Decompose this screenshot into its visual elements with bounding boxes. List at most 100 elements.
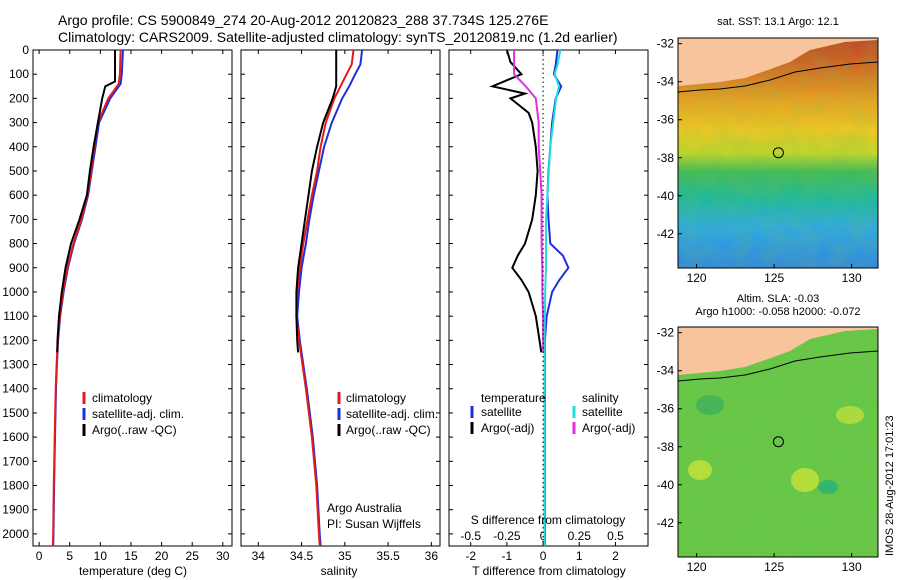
depth-tick-label: 400 bbox=[9, 140, 29, 154]
sla-map-subtitle: Argo h1000: -0.058 h2000: -0.072 bbox=[695, 306, 860, 318]
legend-label-t-argo: Argo(-adj) bbox=[481, 421, 534, 435]
x-tick-label: -1 bbox=[502, 549, 513, 563]
x-tick-label: 2 bbox=[612, 549, 619, 563]
x-tick-label: 0 bbox=[540, 549, 547, 563]
series-climatology bbox=[295, 49, 355, 547]
depth-tick-label: 700 bbox=[9, 212, 29, 226]
s-diff-tick-label: -0.5 bbox=[460, 529, 481, 543]
depth-tick-label: 0 bbox=[22, 43, 29, 57]
legend-title-salinity: salinity bbox=[582, 391, 619, 405]
depth-tick-label: 2000 bbox=[2, 527, 29, 541]
sla-land bbox=[678, 327, 878, 375]
argo-location-marker bbox=[772, 436, 784, 448]
sst-map-frame bbox=[677, 37, 879, 269]
sla-anomaly-high bbox=[791, 468, 819, 492]
depth-tick-label: 300 bbox=[9, 116, 29, 130]
map-y-tick-label: -32 bbox=[657, 37, 675, 51]
argo-location-marker bbox=[772, 147, 784, 159]
sla-anomaly-high bbox=[688, 460, 712, 480]
depth-tick-label: 1100 bbox=[3, 309, 29, 323]
legend-title-temperature: temperature bbox=[481, 391, 546, 405]
x-tick-label: 34 bbox=[252, 549, 266, 563]
map-y-tick-label: -42 bbox=[657, 227, 675, 241]
series-s-satellite bbox=[543, 49, 562, 546]
sst-land bbox=[678, 38, 878, 86]
argo-australia-note: Argo Australia bbox=[327, 501, 402, 515]
depth-tick-label: 1700 bbox=[2, 454, 29, 468]
map-y-tick-label: -40 bbox=[657, 478, 675, 492]
x-tick-label: 10 bbox=[94, 549, 108, 563]
series-layer bbox=[51, 49, 570, 547]
temperature-panel bbox=[32, 49, 233, 547]
map-x-tick-label: 125 bbox=[764, 271, 784, 285]
sla-bathymetry-contour bbox=[678, 350, 878, 382]
sla-map-title: Altim. SLA: -0.03 bbox=[737, 293, 820, 305]
map-x-tick-label: 130 bbox=[842, 560, 862, 574]
sla-anomaly-low bbox=[818, 480, 838, 494]
series-s-argo-adj- bbox=[513, 50, 545, 353]
series-climatology bbox=[51, 49, 122, 547]
imos-timestamp: IMOS 28-Aug-2012 17:01:23 bbox=[884, 415, 896, 556]
sst-bathymetry-contour bbox=[678, 61, 878, 93]
depth-tick-label: 1300 bbox=[2, 358, 29, 372]
map-x-tick-label: 120 bbox=[687, 271, 707, 285]
t-difference-axis-label: T difference from climatology bbox=[472, 564, 626, 578]
map-y-tick-label: -36 bbox=[657, 113, 675, 127]
s-diff-tick-label: 0.5 bbox=[607, 529, 624, 543]
depth-axis: 0 100 200 300 400 500 600 700 800 900 1000 1100 1200… bbox=[2, 43, 648, 541]
map-y-tick-label: -32 bbox=[657, 326, 675, 340]
depth-tick-label: 900 bbox=[9, 261, 29, 275]
map-x-tick-label: 125 bbox=[764, 560, 784, 574]
legend-label-satellite: satellite-adj. clim. bbox=[92, 407, 184, 421]
salinity-axis-label: salinity bbox=[321, 564, 358, 578]
map-y-tick-label: -34 bbox=[657, 364, 675, 378]
legend-label-t-satellite: satellite bbox=[481, 405, 522, 419]
series-argo-raw-qc- bbox=[56, 50, 116, 353]
map-y-tick-label: -40 bbox=[657, 189, 675, 203]
x-tick-label: 35 bbox=[338, 549, 352, 563]
x-axes: 0 5 10 15 20 25 30 34 34.5 35 35.5 36 -2 -1 0 1 2 -0.5 -0.… bbox=[36, 50, 624, 563]
sst-map-title: sat. SST: 13.1 Argo: 12.1 bbox=[717, 16, 839, 28]
x-tick-label: 15 bbox=[124, 549, 138, 563]
series-t-argo-adj- bbox=[489, 49, 543, 353]
sla-map bbox=[678, 327, 878, 557]
map-y-tick-label: -38 bbox=[657, 440, 675, 454]
depth-tick-label: 1800 bbox=[2, 479, 29, 493]
pi-note: PI: Susan Wijffels bbox=[327, 517, 421, 531]
depth-tick-label: 1200 bbox=[2, 333, 29, 347]
temperature-legend: climatology satellite-adj. clim. Argo(..… bbox=[82, 391, 184, 437]
series-argo-raw-qc- bbox=[295, 50, 338, 353]
s-difference-axis-label: S difference from climatology bbox=[471, 513, 626, 527]
depth-tick-label: 1000 bbox=[2, 285, 29, 299]
title-line-2: Climatology: CARS2009. Satellite-adjuste… bbox=[58, 29, 618, 45]
depth-tick-label: 200 bbox=[9, 91, 29, 105]
x-tick-label: 36 bbox=[425, 549, 439, 563]
x-tick-label: 25 bbox=[186, 549, 200, 563]
s-diff-tick-label: -0.25 bbox=[493, 529, 521, 543]
x-tick-label: -2 bbox=[465, 549, 476, 563]
x-tick-label: 20 bbox=[155, 549, 169, 563]
x-tick-label: 35.5 bbox=[376, 549, 400, 563]
difference-legend: temperature salinity satellite Argo(-adj… bbox=[470, 391, 635, 435]
map-x-tick-label: 130 bbox=[842, 271, 862, 285]
sla-anomaly-high bbox=[836, 406, 864, 424]
sla-map-frame bbox=[677, 326, 879, 558]
sst-map-ticks: 120 125 130 -32 -34 -36 -38 -40 -42 bbox=[657, 37, 862, 285]
x-tick-label: 1 bbox=[576, 549, 583, 563]
x-tick-label: 30 bbox=[216, 549, 230, 563]
salinity-legend: climatology satellite-adj. clim. Argo(..… bbox=[337, 391, 438, 437]
title-line-1: Argo profile: CS 5900849_274 20-Aug-2012… bbox=[58, 12, 549, 28]
legend-label-s-satellite: satellite bbox=[582, 405, 623, 419]
sla-map-ticks: 120 125 130 -32 -34 -36 -38 -40 -42 bbox=[657, 326, 862, 574]
map-y-tick-label: -42 bbox=[657, 516, 675, 530]
sla-anomaly-low bbox=[696, 395, 724, 415]
x-tick-label: 0 bbox=[36, 549, 43, 563]
map-x-tick-label: 120 bbox=[687, 560, 707, 574]
salinity-panel bbox=[240, 49, 441, 547]
legend-label-climatology: climatology bbox=[346, 391, 406, 405]
depth-tick-label: 1500 bbox=[2, 406, 29, 420]
sst-map bbox=[678, 38, 878, 268]
legend-label-argo: Argo(..raw -QC) bbox=[346, 423, 431, 437]
map-y-tick-label: -36 bbox=[657, 402, 675, 416]
